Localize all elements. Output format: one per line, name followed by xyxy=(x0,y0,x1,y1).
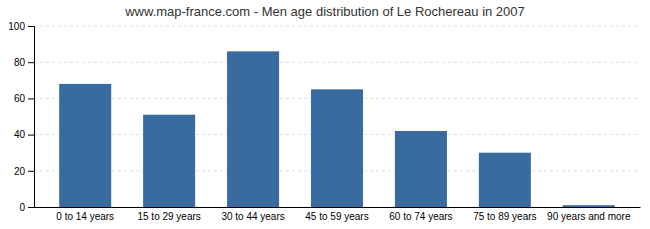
tick: 75 to 89 years xyxy=(473,211,536,222)
bar xyxy=(59,84,111,207)
bar xyxy=(395,131,447,207)
tick: 90 years and more xyxy=(547,211,631,222)
tick-label: 90 years and more xyxy=(547,211,631,222)
bars xyxy=(59,51,615,207)
tick-label: 20 xyxy=(14,166,26,177)
tick-label: 0 xyxy=(19,202,25,213)
bar xyxy=(479,153,531,207)
tick: 80 xyxy=(14,57,34,68)
tick: 100 xyxy=(8,21,34,32)
tick: 20 xyxy=(14,166,34,177)
tick-label: 60 xyxy=(14,93,26,104)
tick-label: 45 to 59 years xyxy=(305,211,368,222)
y-axis: 0 20 40 60 80 100 xyxy=(8,21,34,213)
axis-line xyxy=(35,207,641,208)
tick-mark xyxy=(28,62,34,63)
tick-label: 40 xyxy=(14,129,26,140)
chart-container: www.map-france.com - Men age distributio… xyxy=(0,0,650,229)
x-axis: 0 to 14 years 15 to 29 years 30 to 44 year… xyxy=(35,208,641,223)
axis-line xyxy=(28,27,35,208)
tick-mark xyxy=(28,98,34,99)
tick: 15 to 29 years xyxy=(137,211,200,222)
tick-mark xyxy=(28,207,34,208)
tick: 0 xyxy=(19,202,34,213)
tick-label: 15 to 29 years xyxy=(137,211,200,222)
tick-label: 100 xyxy=(8,21,25,32)
bar xyxy=(563,205,615,207)
bar xyxy=(227,51,279,207)
chart-title: www.map-france.com - Men age distributio… xyxy=(124,4,525,19)
tick-label: 30 to 44 years xyxy=(221,211,284,222)
tick-label: 60 to 74 years xyxy=(389,211,452,222)
tick-label: 0 to 14 years xyxy=(56,211,114,222)
tick-label: 75 to 89 years xyxy=(473,211,536,222)
tick-mark xyxy=(28,135,34,136)
tick: 45 to 59 years xyxy=(305,211,368,222)
tick-mark xyxy=(28,171,34,172)
tick: 60 to 74 years xyxy=(389,211,452,222)
grid-line xyxy=(34,26,640,27)
chart-svg: www.map-france.com - Men age distributio… xyxy=(0,0,650,229)
grid-line xyxy=(34,62,640,63)
plot-area: 0 20 40 60 80 100 0 to 14 years 15 to 29 years 3… xyxy=(8,21,640,222)
bar xyxy=(311,89,363,207)
grid xyxy=(34,26,640,207)
tick: 40 xyxy=(14,129,34,140)
tick-label: 80 xyxy=(14,57,26,68)
tick-mark xyxy=(28,26,34,27)
tick: 60 xyxy=(14,93,34,104)
tick: 0 to 14 years xyxy=(56,211,114,222)
bar xyxy=(143,115,195,207)
tick: 30 to 44 years xyxy=(221,211,284,222)
